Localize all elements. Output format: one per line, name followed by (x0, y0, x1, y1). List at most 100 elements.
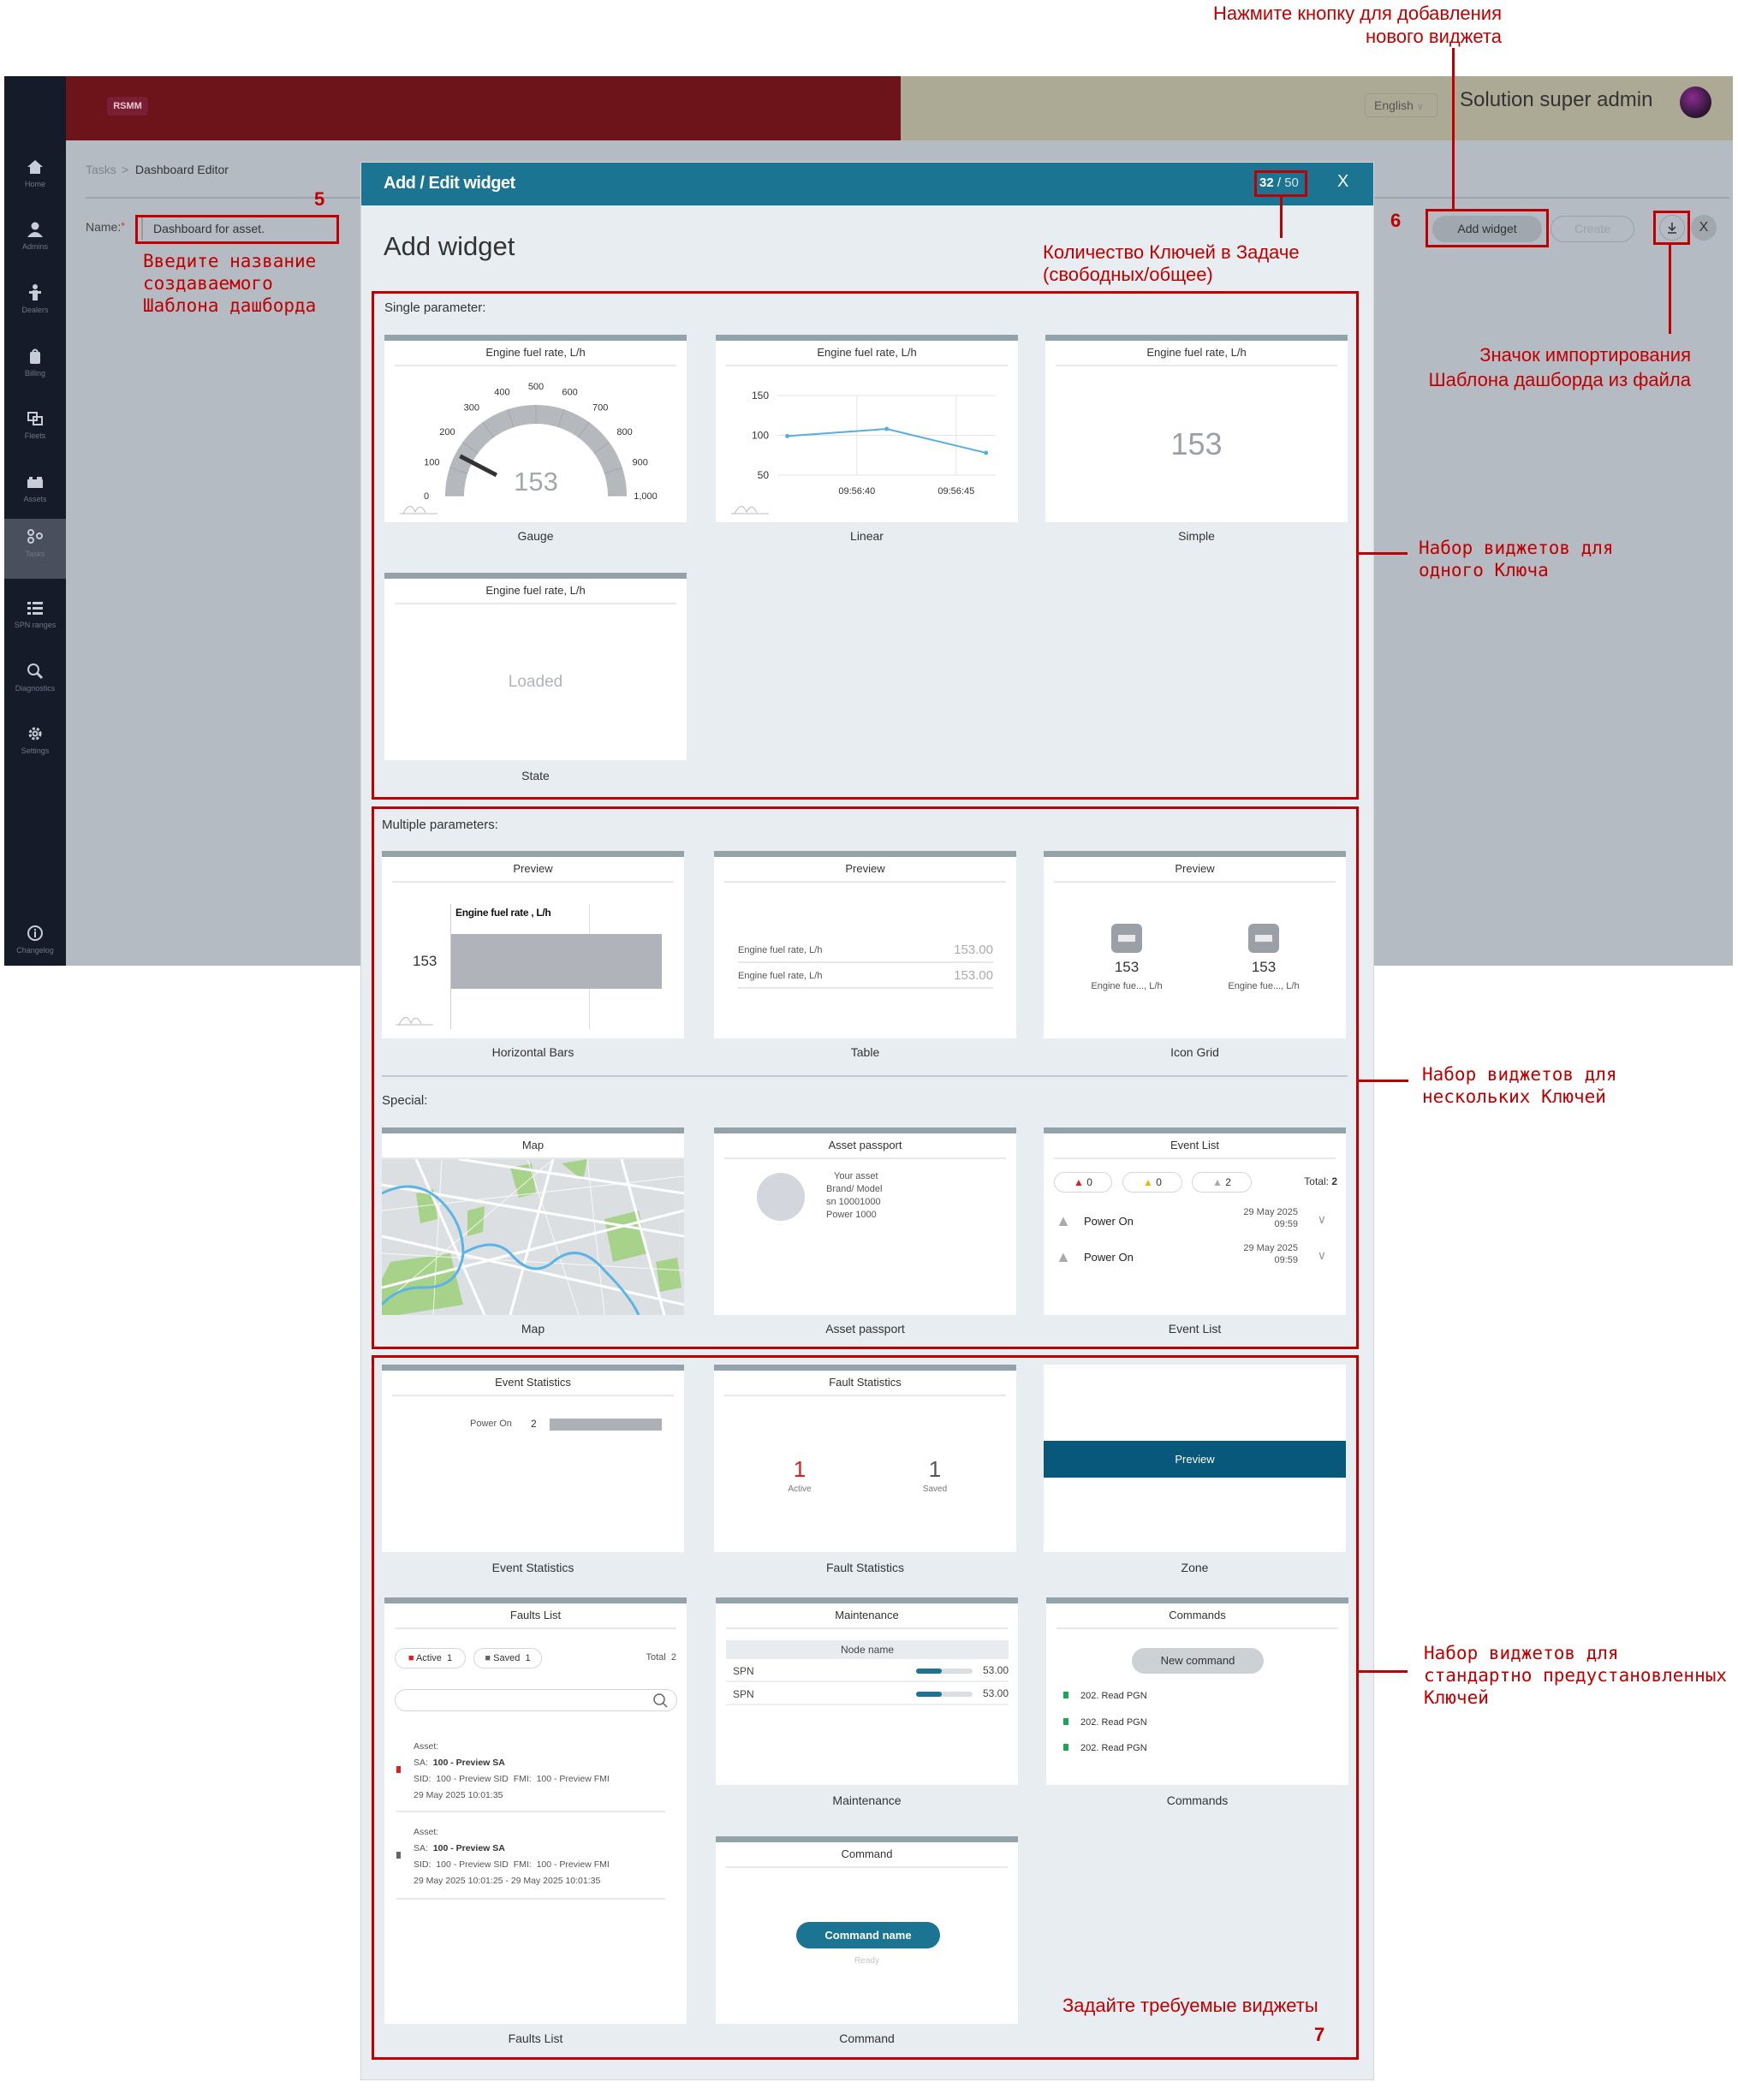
import-template-button[interactable] (1659, 215, 1685, 241)
filter-saved[interactable]: ■ Saved 1 (473, 1648, 542, 1669)
fault-asset: Asset: (414, 1741, 439, 1752)
sidebar-item-billing[interactable]: Billing (4, 338, 66, 398)
user-name[interactable]: Solution super admin (1460, 88, 1653, 111)
card-title: Preview (392, 857, 674, 883)
command-item[interactable]: 202. Read PGN (1063, 1717, 1147, 1728)
filter-warning[interactable]: ▲ 0 (1122, 1172, 1182, 1193)
widget-card-fault-statistics[interactable]: Fault Statistics 1 Active 1 Saved (714, 1365, 1016, 1552)
gauge-tick-label: 300 (464, 402, 479, 413)
widget-card-table[interactable]: Preview Engine fuel rate, L/h 153.00 Eng… (714, 851, 1016, 1038)
close-editor-button[interactable]: X (1691, 215, 1717, 241)
avatar[interactable] (1680, 86, 1711, 118)
create-button[interactable]: Create (1551, 216, 1634, 242)
sidebar-item-settings[interactable]: Settings (4, 716, 66, 776)
sidebar-item-assets[interactable]: Assets (4, 464, 66, 524)
asset-power: Power 1000 (826, 1210, 877, 1220)
widget-card-state[interactable]: Engine fuel rate, L/h Loaded (384, 573, 687, 760)
add-edit-widget-modal: Add / Edit widget 32 / 50 X Add widget S… (360, 162, 1374, 2080)
filter-critical[interactable]: ▲ 0 (1054, 1172, 1112, 1193)
saved-fault-count: 1 (928, 1456, 942, 1482)
widget-card-gauge[interactable]: Engine fuel rate, L/h 0 100 200 300 400 500 60… (384, 335, 687, 522)
fault-entry[interactable]: Asset: SA: 100 - Preview SA SID: 100 - P… (396, 1824, 665, 1900)
maintenance-progress-fill (916, 1692, 942, 1697)
widget-card-horizontal-bars[interactable]: Preview Engine fuel rate , L/h 153 (382, 851, 684, 1038)
annotation-line (1359, 552, 1408, 555)
card-title: Engine fuel rate, L/h (395, 579, 676, 604)
event-row[interactable]: ▲ Power On 29 May 2025 09:59 ∨ (1056, 1243, 1338, 1277)
fleets-icon (27, 412, 43, 425)
maintenance-value: 53.00 (982, 1664, 1009, 1676)
chevron-down-icon[interactable]: ∨ (1317, 1248, 1326, 1262)
widget-card-maintenance[interactable]: Maintenance Node name SPN 53.00 SPN 53.0… (716, 1597, 1018, 1785)
widget-card-command[interactable]: Command Command name Ready (716, 1836, 1018, 2024)
faults-search-input[interactable] (395, 1689, 677, 1711)
command-name-button[interactable]: Command name (796, 1922, 940, 1948)
widget-card-commands[interactable]: Commands New command 202. Read PGN 202. … (1046, 1597, 1348, 1785)
name-label: Name:* (86, 220, 125, 234)
info-icon (27, 925, 43, 941)
event-row[interactable]: ▲ Power On 29 May 2025 09:59 ∨ (1056, 1207, 1338, 1241)
sidebar-item-changelog[interactable]: Changelog (4, 915, 66, 966)
gauge-tick-label: 400 (494, 387, 509, 397)
widget-card-event-statistics[interactable]: Event Statistics Power On 2 (382, 1365, 684, 1552)
table-cell-value: 153.00 (954, 968, 993, 983)
keys-free: 32 (1259, 175, 1274, 190)
icon-grid-value: 153 (1114, 959, 1140, 975)
widget-card-map[interactable]: Map (382, 1127, 684, 1315)
widget-caption-icon-grid: Icon Grid (1170, 1045, 1219, 1059)
maintenance-value: 53.00 (982, 1687, 1009, 1699)
new-command-button[interactable]: New command (1132, 1648, 1264, 1674)
line-point (785, 433, 790, 438)
gauge-tick-label: 500 (528, 382, 544, 392)
sidebar-item-spn-ranges[interactable]: SPN ranges (4, 590, 66, 650)
widget-card-asset-passport[interactable]: Asset passport Your asset Brand/ Model s… (714, 1127, 1016, 1315)
annotation-import-hint: Значок импортирования Шаблона дашборда из… (1428, 344, 1692, 390)
widget-card-linear[interactable]: Engine fuel rate, L/h 150 100 50 09:56:40 09… (716, 335, 1018, 522)
add-widget-button[interactable]: Add widget (1432, 216, 1542, 242)
stat-count: 2 (531, 1418, 537, 1430)
simple-value: 153 (1170, 426, 1223, 461)
card-title: Event Statistics (392, 1371, 674, 1396)
download-icon (1668, 223, 1676, 234)
table-row: Engine fuel rate, L/h 153.00 (738, 943, 993, 963)
filter-active[interactable]: ■ Active 1 (395, 1648, 466, 1669)
sidebar-item-diagnostics[interactable]: Diagnostics (4, 653, 66, 713)
sidebar-item-tasks[interactable]: Tasks (4, 519, 66, 579)
modal-close-button[interactable]: X (1337, 172, 1349, 191)
fault-sid-fmi: SID: 100 - Preview SID FMI: 100 - Previe… (414, 1859, 610, 1870)
chevron-down-icon[interactable]: ∨ (1317, 1212, 1326, 1226)
sidebar-item-label: Billing (24, 369, 45, 378)
sidebar-item-fleets[interactable]: Fleets (4, 401, 66, 461)
maintenance-row: SPN 53.00 (726, 1683, 1009, 1705)
card-title: Engine fuel rate, L/h (1056, 341, 1337, 366)
widget-card-event-list[interactable]: Event List ▲ 0 ▲ 0 ▲ 2 Total: 2 ▲ Power … (1044, 1127, 1346, 1315)
widget-card-faults-list[interactable]: Faults List ■ Active 1 ■ Saved 1 Total 2… (384, 1597, 687, 2024)
command-item[interactable]: 202. Read PGN (1063, 1691, 1147, 1701)
line-point (884, 426, 890, 431)
header-user-area: English ∨ Solution super admin (901, 76, 1733, 140)
bar-series-label: Engine fuel rate , L/h (455, 907, 551, 919)
card-title: Preview (724, 857, 1006, 883)
modal-header: Add / Edit widget 32 / 50 X (361, 163, 1373, 205)
widget-card-zone[interactable]: Preview (1044, 1365, 1346, 1552)
dashboard-name-input[interactable]: Dashboard for asset. (141, 217, 338, 240)
annotation-line (1280, 197, 1283, 238)
sidebar-item-admins[interactable]: Admins (4, 211, 66, 271)
state-value: Loaded (508, 673, 563, 691)
breadcrumb-tasks[interactable]: Tasks (86, 163, 116, 176)
fault-entry[interactable]: Asset: SA: 100 - Preview SA SID: 100 - P… (396, 1739, 665, 1812)
filter-info[interactable]: ▲ 2 (1192, 1172, 1252, 1193)
command-item[interactable]: 202. Read PGN (1063, 1743, 1147, 1753)
language-select[interactable]: English ∨ (1365, 93, 1437, 117)
sidebar-item-home[interactable]: Home (4, 149, 66, 209)
widget-caption-asset-passport: Asset passport (825, 1322, 905, 1336)
asset-photo-placeholder (757, 1173, 805, 1221)
logo[interactable]: RSMM (107, 97, 148, 116)
y-tick-label: 50 (758, 469, 770, 481)
annotation-box-standard (372, 1355, 1359, 2060)
sidebar-item-dealers[interactable]: Dealers (4, 275, 66, 335)
engine-icon (1248, 924, 1279, 953)
annotation-add-widget-hint: Нажмите кнопку для добавления нового видж… (1212, 3, 1502, 47)
widget-card-simple[interactable]: Engine fuel rate, L/h 153 (1045, 335, 1348, 522)
widget-card-icon-grid[interactable]: Preview 153 Engine fue..., L/h 153 Engin… (1044, 851, 1346, 1038)
